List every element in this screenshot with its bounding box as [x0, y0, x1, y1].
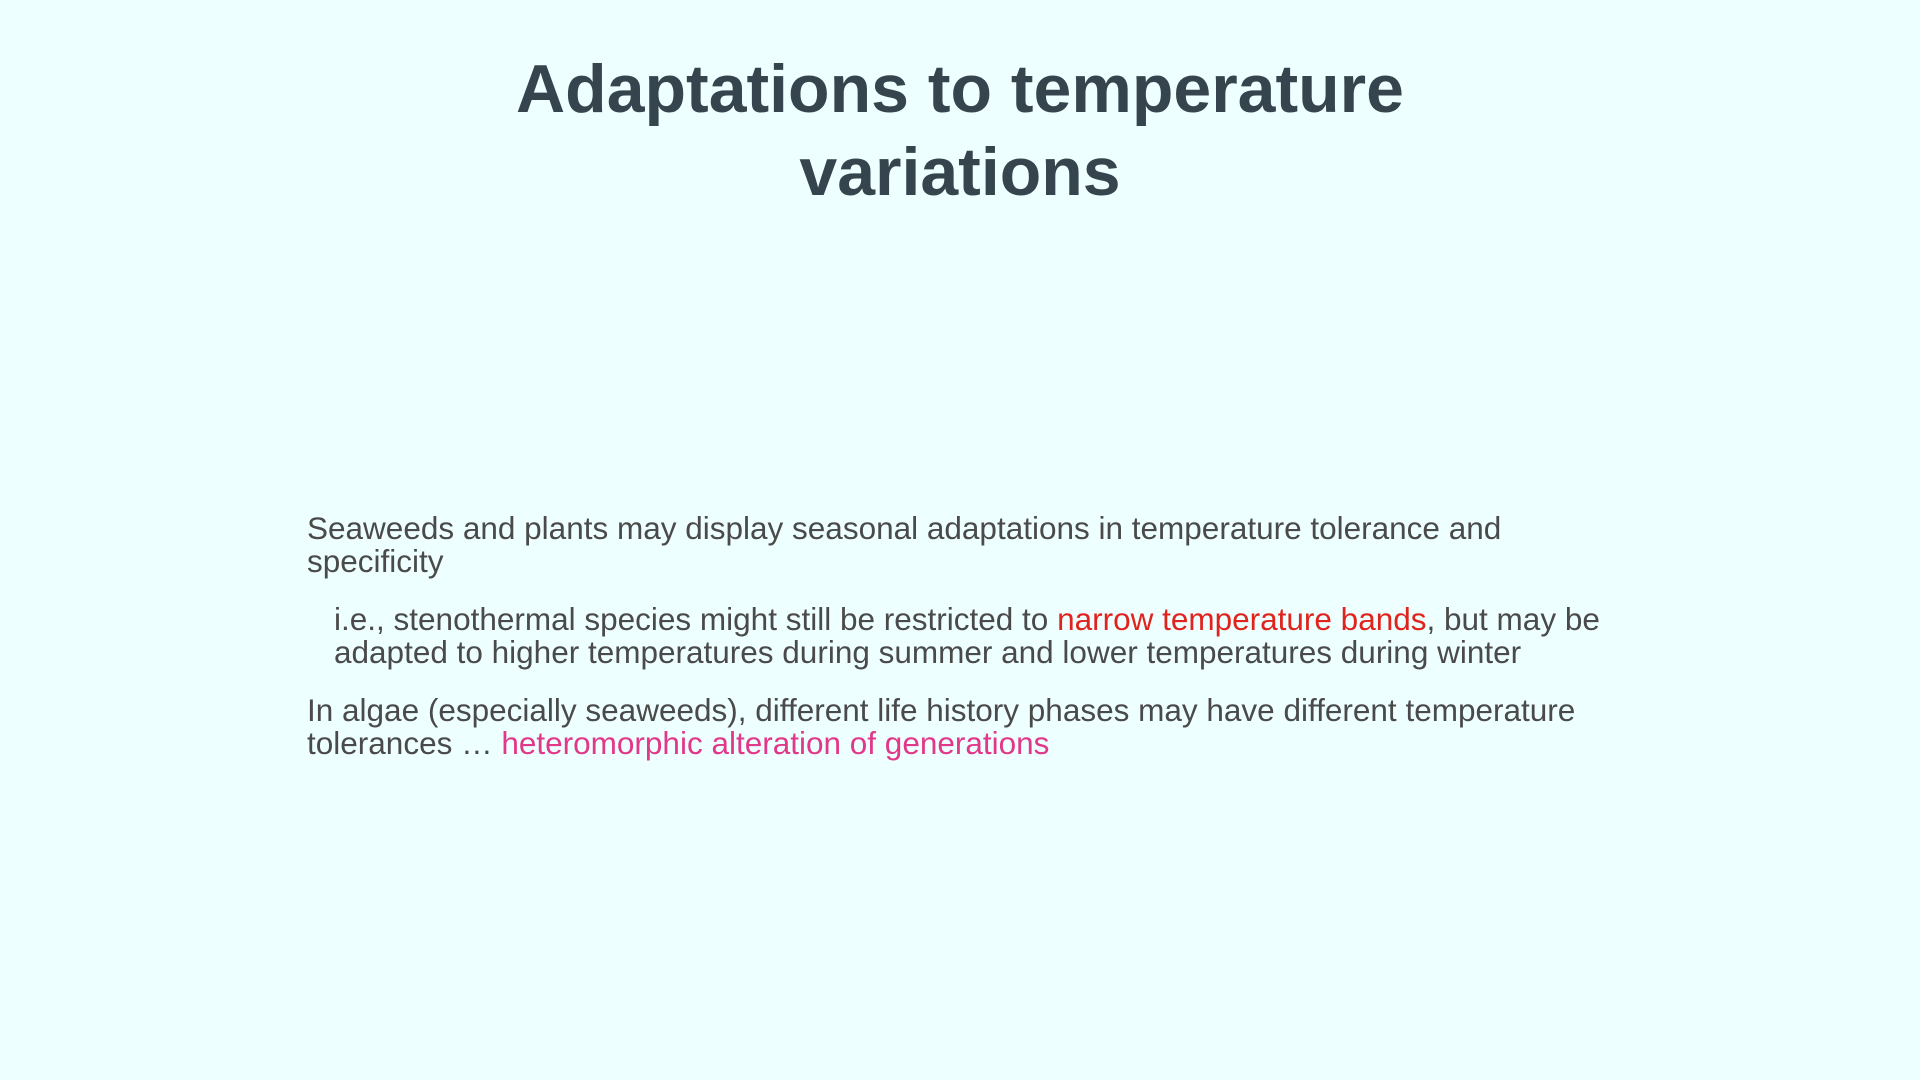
- body-paragraph-algae: In algae (especially seaweeds), differen…: [307, 694, 1637, 760]
- body-paragraph-seasonal: Seaweeds and plants may display seasonal…: [307, 512, 1637, 578]
- highlight-narrow-temperature-bands: narrow temperature bands: [1057, 601, 1427, 637]
- paragraph-text: Seaweeds and plants may display seasonal…: [307, 510, 1502, 579]
- paragraph-text-before: In algae (especially seaweeds), differen…: [307, 692, 1576, 761]
- body-paragraph-stenothermal: i.e., stenothermal species might still b…: [334, 603, 1637, 669]
- highlight-heteromorphic-alteration: heteromorphic alteration of generations: [501, 725, 1050, 761]
- slide-title: Adaptations to temperature variations: [516, 51, 1404, 210]
- paragraph-text-before: i.e., stenothermal species might still b…: [334, 601, 1058, 637]
- slide-body: Seaweeds and plants may display seasonal…: [307, 512, 1637, 785]
- paragraph-text-after: , but may be adapted to higher temperatu…: [334, 601, 1600, 670]
